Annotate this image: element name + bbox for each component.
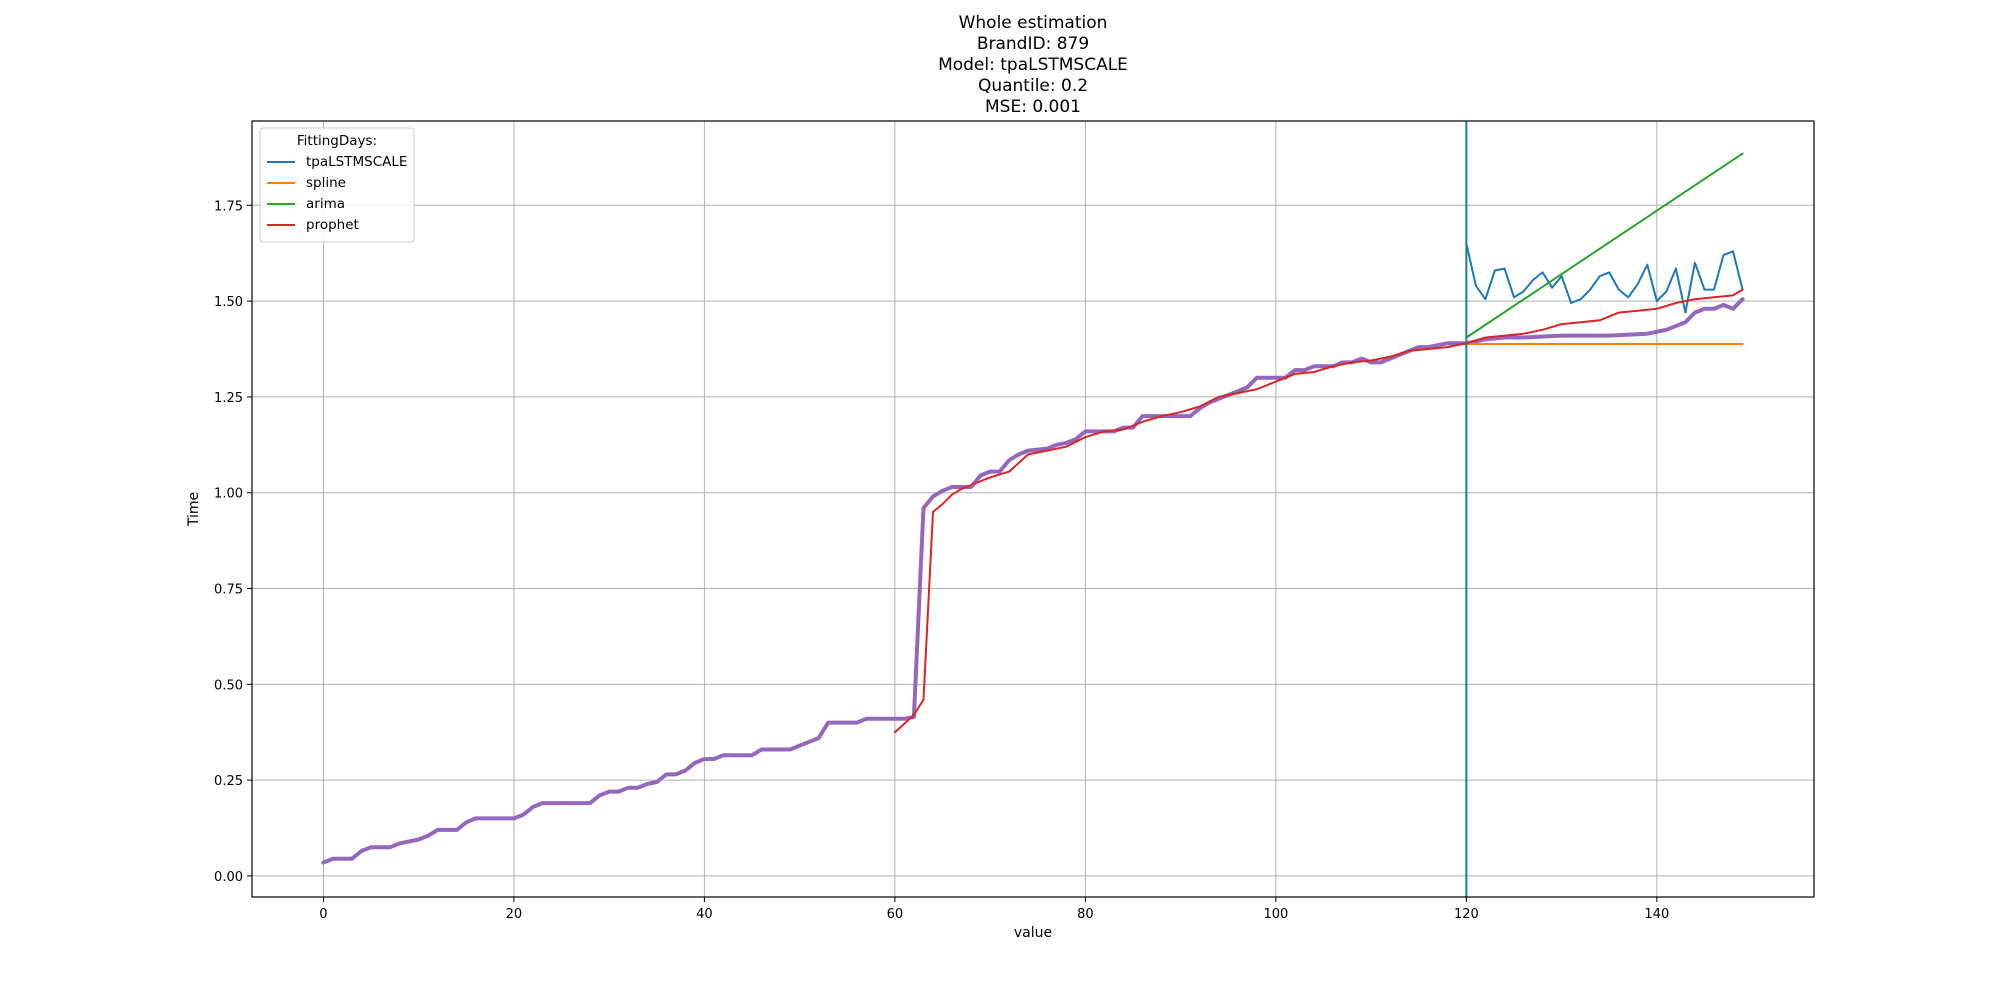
y-tick-label: 1.50 [214, 295, 243, 310]
x-tick-label: 120 [1454, 907, 1479, 922]
x-tick-label: 20 [506, 907, 523, 922]
title-line: MSE: 0.001 [985, 97, 1081, 117]
x-tick-label: 40 [696, 907, 713, 922]
x-tick-label: 80 [1077, 907, 1094, 922]
y-tick-label: 0.00 [214, 870, 243, 885]
x-tick-label: 140 [1644, 907, 1669, 922]
legend-box [259, 127, 415, 243]
title-line: Quantile: 0.2 [978, 76, 1088, 96]
y-tick-label: 1.75 [214, 199, 243, 214]
y-tick-label: 1.25 [214, 391, 243, 406]
x-tick-label: 60 [887, 907, 904, 922]
x-axis-label: value [1014, 925, 1052, 941]
series-line-actual [321, 297, 1745, 865]
series-lines [321, 152, 1745, 865]
legend-title: FittingDays: [297, 133, 377, 149]
y-tick-label: 1.00 [214, 487, 243, 502]
y-tick-label: 0.75 [214, 583, 243, 598]
x-tick-label: 0 [319, 907, 327, 922]
title-line: BrandID: 879 [977, 34, 1089, 54]
y-tick-label: 0.50 [214, 678, 243, 693]
y-axis-label: Time [186, 492, 202, 527]
title-line: Whole estimation [959, 13, 1108, 33]
plot-frame [251, 120, 1815, 898]
legend-entry: spline [306, 175, 346, 191]
legend: FittingDays: tpaLSTMSCALE spline arima proph… [259, 127, 415, 243]
title-line: Model: tpaLSTMSCALE [938, 55, 1128, 75]
series-line-tpaLSTMSCALE [1465, 242, 1744, 314]
axis-ticks: 0 20 40 60 80 100 120 140 0.00 0.25 0.50 0.75 1.00 1.… [214, 199, 1669, 922]
grid [252, 121, 1814, 897]
series-line-arima [1465, 152, 1744, 339]
legend-entry: tpaLSTMSCALE [306, 154, 407, 170]
x-tick-label: 100 [1263, 907, 1288, 922]
y-tick-label: 0.25 [214, 774, 243, 789]
legend-entry: arima [306, 196, 345, 212]
series-line-prophet [893, 288, 1744, 734]
legend-entry: prophet [306, 217, 359, 233]
